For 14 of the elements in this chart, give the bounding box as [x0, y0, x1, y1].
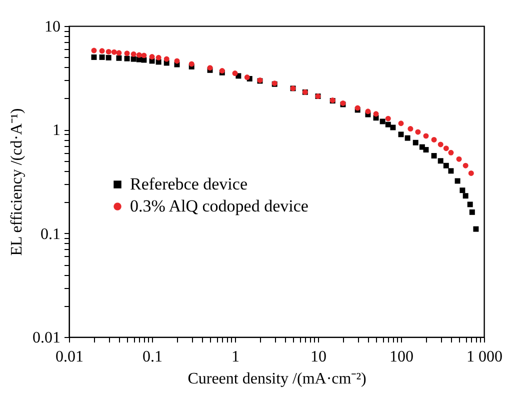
x-tick-label: 0.1 — [142, 348, 162, 366]
x-tick-label: 0.01 — [56, 348, 84, 366]
y-tick-label: 10 — [44, 18, 60, 36]
x-tick-label: 10 — [310, 348, 326, 366]
x-axis-title: Cureent density /(mA·cm⁻²) — [188, 370, 366, 388]
y-tick-label: 0.01 — [32, 330, 60, 346]
legend-label: Referebce device — [130, 174, 248, 194]
x-tick-label: 100 — [390, 348, 414, 366]
x-tick-label: 1 000 — [466, 348, 502, 366]
legend-label: 0.3% AlQ codoped device — [130, 196, 308, 216]
y-tick-label: 1 — [52, 122, 60, 140]
y-axis-title: EL efficiency /(cd·A⁻¹) — [8, 108, 26, 256]
x-tick-label: 1 — [232, 348, 240, 366]
y-tick-label: 0.1 — [40, 226, 60, 243]
